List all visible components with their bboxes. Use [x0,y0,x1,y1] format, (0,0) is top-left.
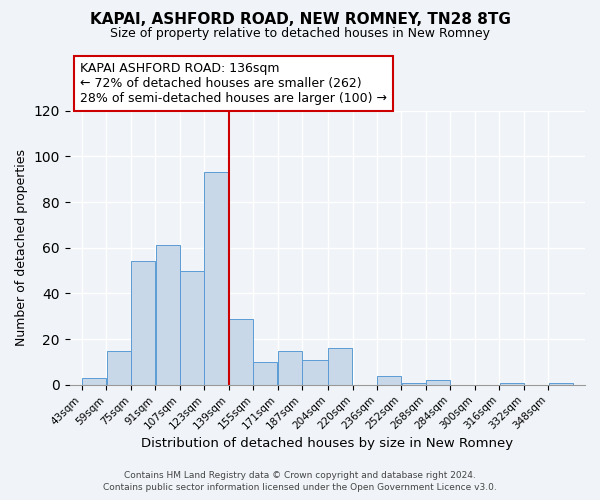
Bar [402,382,426,385]
Bar [377,376,401,385]
Text: Contains HM Land Registry data © Crown copyright and database right 2024.
Contai: Contains HM Land Registry data © Crown c… [103,471,497,492]
Bar [205,172,229,385]
Bar [155,246,179,385]
Bar [500,382,524,385]
Bar [328,348,352,385]
Bar [82,378,106,385]
Bar [229,318,253,385]
Bar [278,350,302,385]
Bar [302,360,328,385]
Bar [107,350,131,385]
Text: KAPAI, ASHFORD ROAD, NEW ROMNEY, TN28 8TG: KAPAI, ASHFORD ROAD, NEW ROMNEY, TN28 8T… [89,12,511,28]
Bar [253,362,277,385]
Bar [131,262,155,385]
X-axis label: Distribution of detached houses by size in New Romney: Distribution of detached houses by size … [141,437,514,450]
Text: KAPAI ASHFORD ROAD: 136sqm
← 72% of detached houses are smaller (262)
28% of sem: KAPAI ASHFORD ROAD: 136sqm ← 72% of deta… [80,62,387,105]
Y-axis label: Number of detached properties: Number of detached properties [15,150,28,346]
Text: Size of property relative to detached houses in New Romney: Size of property relative to detached ho… [110,28,490,40]
Bar [426,380,450,385]
Bar [548,382,572,385]
Bar [180,270,204,385]
